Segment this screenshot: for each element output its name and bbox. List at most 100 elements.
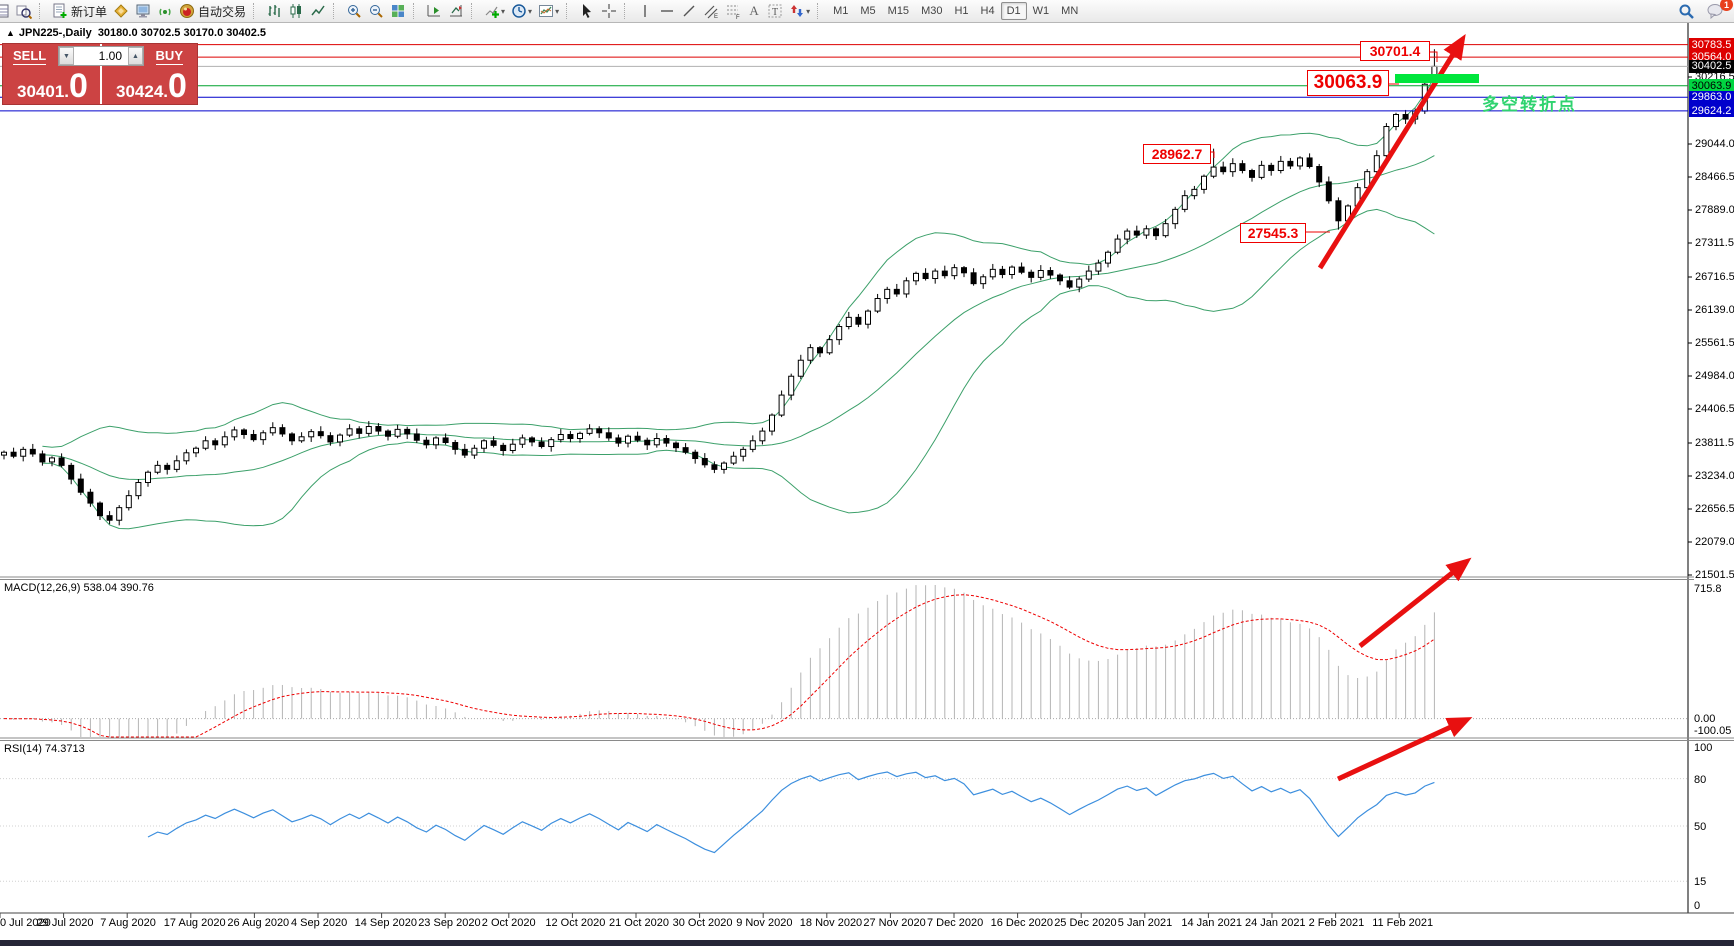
price-annotation-box[interactable]: 30701.4 xyxy=(1360,41,1430,61)
rsi-level-lines-layer xyxy=(0,778,1688,882)
annotation-note[interactable]: 多空转折点 xyxy=(1482,95,1577,114)
time-axis-date-label: 14 Jan 2021 xyxy=(1181,917,1242,929)
chat-notification-icon[interactable]: 1 xyxy=(1704,0,1733,21)
time-axis-date-label: 2 Feb 2021 xyxy=(1308,917,1365,929)
line-chart-icon[interactable] xyxy=(307,1,329,21)
trend-arrow-annotation[interactable] xyxy=(1358,557,1472,648)
market-watch-icon[interactable] xyxy=(0,1,13,21)
templates-button[interactable]: ▾ xyxy=(535,1,562,21)
svg-text:F: F xyxy=(736,15,740,19)
search-icon[interactable] xyxy=(1675,1,1698,21)
candlestick-icon[interactable] xyxy=(285,1,307,21)
toolbar-separator xyxy=(817,3,824,19)
rsi-axis-label: 80 xyxy=(1694,773,1707,786)
buy-price[interactable]: 30424. 0 xyxy=(116,69,187,103)
crosshair-tool-icon[interactable] xyxy=(598,1,620,21)
time-axis-date-label: 30 Oct 2020 xyxy=(672,917,733,929)
symbol-period-label: JPN225-,Daily xyxy=(18,27,92,39)
terminal-icon[interactable] xyxy=(132,1,154,21)
metaeditor-icon[interactable] xyxy=(110,1,132,21)
timeframe-button-D1[interactable]: D1 xyxy=(1000,2,1027,20)
text-tool-icon[interactable]: A xyxy=(749,3,759,18)
tile-windows-icon[interactable] xyxy=(387,1,409,21)
arrows-tool-button[interactable]: ▾ xyxy=(786,1,813,21)
price-annotation-box[interactable]: 30063.9 xyxy=(1307,70,1389,96)
periods-button[interactable]: ▾ xyxy=(508,1,535,21)
cursor-tool-icon[interactable] xyxy=(576,1,598,21)
dropdown-caret-icon: ▾ xyxy=(806,6,811,16)
toolbar-separator xyxy=(471,3,478,19)
price-level-chip: 29624.2 xyxy=(1689,104,1734,118)
dropdown-caret-icon: ▾ xyxy=(501,6,506,16)
timeframe-button-H4[interactable]: H4 xyxy=(980,5,995,17)
label-tool-icon[interactable]: T xyxy=(764,1,786,21)
toolbar-separator xyxy=(39,3,46,19)
toolbar-separator xyxy=(333,3,340,19)
new-order-button[interactable]: 新订单 xyxy=(49,1,110,21)
timeframe-button-M30[interactable]: M30 xyxy=(921,5,943,17)
time-axis-date-label: 12 Oct 2020 xyxy=(545,917,606,929)
timeframe-button-W1[interactable]: W1 xyxy=(1032,5,1050,17)
price-axis-tick: 26716.5 xyxy=(1694,271,1734,283)
bar-chart-icon[interactable] xyxy=(263,1,285,21)
time-axis-date-label: 24 Jan 2021 xyxy=(1245,917,1306,929)
toolbar-right: 1 xyxy=(1675,0,1734,21)
timeframe-button-M5[interactable]: M5 xyxy=(860,5,876,17)
vertical-line-tool-icon[interactable] xyxy=(634,1,656,21)
autotrading-button[interactable]: 自动交易 xyxy=(176,1,249,21)
volume-value[interactable]: 1.00 xyxy=(98,49,122,63)
auto-scroll-icon[interactable] xyxy=(423,1,445,21)
timeframe-button-M1[interactable]: M1 xyxy=(833,5,849,17)
support-highlight-bar[interactable] xyxy=(1395,74,1479,83)
price-axis-tick: 25561.5 xyxy=(1694,337,1734,349)
timeframe-button-H1[interactable]: H1 xyxy=(954,5,969,17)
trend-arrow-annotation[interactable] xyxy=(1336,717,1473,782)
svg-text:E: E xyxy=(714,14,718,19)
rsi-axis-label: 50 xyxy=(1694,821,1707,833)
price-axis-tick: 23811.5 xyxy=(1694,437,1734,449)
data-window-icon[interactable] xyxy=(13,1,35,21)
sell-price[interactable]: 30401. 0 xyxy=(17,69,88,103)
time-axis-date-label: 2 Oct 2020 xyxy=(481,917,536,929)
zoom-in-icon[interactable] xyxy=(343,1,365,21)
volume-decrease-button[interactable]: ▼ xyxy=(59,47,74,65)
sell-button[interactable]: SELL xyxy=(13,48,47,65)
volume-input[interactable]: ▼ 1.00 ▲ xyxy=(58,46,144,66)
toolbar-separator xyxy=(253,3,260,19)
horizontal-line-tool-icon[interactable] xyxy=(656,1,678,21)
dropdown-caret-icon: ▾ xyxy=(555,6,560,16)
indicators-button[interactable]: ▾ xyxy=(481,1,508,21)
signal-icon[interactable] xyxy=(154,1,176,21)
price-axis-tick: 27889.0 xyxy=(1694,204,1734,216)
price-axis-tick: 29044.0 xyxy=(1694,138,1734,150)
rsi-axis-label: 100 xyxy=(1694,742,1713,754)
price-axis-tick: 26139.0 xyxy=(1694,304,1734,316)
price-axis-tick: 27311.5 xyxy=(1694,237,1734,249)
rsi-pane-label: RSI(14) 74.3713 xyxy=(4,743,85,755)
chart-canvas[interactable] xyxy=(0,22,1734,940)
zoom-out-icon[interactable] xyxy=(365,1,387,21)
channel-tool-icon[interactable]: E xyxy=(700,1,722,21)
volume-increase-button[interactable]: ▲ xyxy=(128,47,143,65)
sell-price-int: 30401 xyxy=(17,82,65,101)
dropdown-caret-icon: ▾ xyxy=(528,6,533,16)
price-axis-tick: 22079.0 xyxy=(1694,536,1734,548)
timeframe-button-MN[interactable]: MN xyxy=(1061,5,1079,17)
time-axis-date-label: 9 Nov 2020 xyxy=(736,917,793,929)
timeframe-button-M15[interactable]: M15 xyxy=(887,5,910,17)
time-axis-date-label: 14 Sep 2020 xyxy=(354,917,417,929)
price-level-chip: 30063.9 xyxy=(1689,79,1734,93)
buy-price-big-digit: 0 xyxy=(168,67,187,105)
trendline-tool-icon[interactable] xyxy=(678,1,700,21)
time-axis-date-label: 11 Feb 2021 xyxy=(1372,917,1434,929)
price-annotation-box[interactable]: 27545.3 xyxy=(1240,223,1306,243)
price-annotation-box[interactable]: 28962.7 xyxy=(1143,144,1211,164)
rsi-line xyxy=(147,771,1435,854)
price-level-chip: 30783.5 xyxy=(1689,38,1734,52)
buy-button[interactable]: BUY xyxy=(155,48,183,65)
fibonacci-tool-icon[interactable]: F xyxy=(722,1,744,21)
ohlc-readout: 30180.0 30702.5 30170.0 30402.5 xyxy=(97,27,267,39)
chart-shift-icon[interactable] xyxy=(445,1,467,21)
